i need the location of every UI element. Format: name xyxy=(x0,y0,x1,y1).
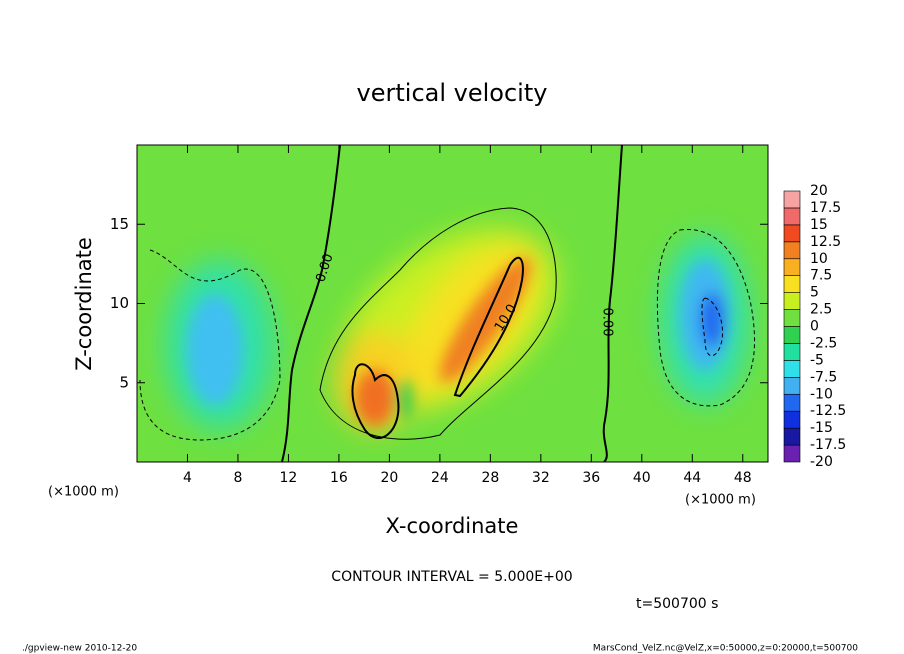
colorbar-label: -20 xyxy=(810,454,833,470)
x-tick-label: 16 xyxy=(330,470,348,486)
contour-line xyxy=(351,363,400,440)
chart-title: vertical velocity xyxy=(357,79,548,107)
x-tick-label: 28 xyxy=(481,470,499,486)
y-tick-label: 15 xyxy=(110,215,129,233)
colorbar-label: 15 xyxy=(810,217,828,233)
colorbar-label: 0 xyxy=(810,319,819,335)
colorbar-label: -15 xyxy=(810,420,833,436)
colorbar-label: 17.5 xyxy=(810,200,841,216)
colorbar-label: -7.5 xyxy=(810,369,837,385)
colorbar-label: -5 xyxy=(810,352,824,368)
x-tick-label: 20 xyxy=(380,470,398,486)
colorbar-label: -2.5 xyxy=(810,335,837,351)
contour-line xyxy=(602,145,623,462)
contour-line xyxy=(656,229,755,407)
x-tick-label: 12 xyxy=(280,470,298,486)
y-axis-label: Z-coordinate xyxy=(72,237,96,371)
contour-line xyxy=(319,207,557,440)
contour-label: 0.00 xyxy=(600,308,615,337)
colorbar-label: 20 xyxy=(810,183,828,199)
colorbar-box xyxy=(783,410,801,429)
colorbar-label: 5 xyxy=(810,285,819,301)
time-label: t=500700 s xyxy=(636,596,718,612)
colorbar-box xyxy=(783,292,801,310)
x-tick-label: 44 xyxy=(683,470,701,486)
y-tick-label: 10 xyxy=(110,294,129,312)
colorbar-box xyxy=(783,275,801,293)
x-tick-label: 32 xyxy=(532,470,550,486)
colorbar-label: -17.5 xyxy=(810,437,846,453)
colorbar-box xyxy=(783,241,801,260)
colorbar-box xyxy=(783,224,801,243)
colorbar-box xyxy=(783,326,801,344)
contour-line xyxy=(281,145,341,462)
contour-line xyxy=(453,256,524,398)
colorbar-box xyxy=(783,207,801,226)
colorbar-label: -10 xyxy=(810,386,833,402)
x-tick-label: 36 xyxy=(582,470,600,486)
colorbar-box xyxy=(783,427,801,446)
colorbar-label: 2.5 xyxy=(810,302,832,318)
y-tick-label: 5 xyxy=(119,373,129,391)
colorbar-box xyxy=(783,444,801,463)
colorbar-box xyxy=(783,190,801,209)
colorbar-label: 12.5 xyxy=(810,234,841,250)
x-unit-label: (×1000 m) xyxy=(685,493,756,508)
colorbar-box xyxy=(783,258,801,276)
x-tick-label: 8 xyxy=(233,470,242,486)
x-tick-label: 4 xyxy=(183,470,192,486)
x-tick-label: 24 xyxy=(431,470,449,486)
contour-interval: CONTOUR INTERVAL = 5.000E+00 xyxy=(331,569,572,585)
contour-line xyxy=(701,297,724,357)
footer-right: MarsCond_VelZ.nc@VelZ,x=0:50000,z=0:2000… xyxy=(593,644,858,654)
colorbar-box xyxy=(783,393,801,412)
contour-line xyxy=(139,249,281,441)
field xyxy=(137,145,768,462)
x-unit-label: (×1000 m) xyxy=(48,485,119,500)
colorbar-box xyxy=(783,377,801,395)
x-axis-label: X-coordinate xyxy=(386,514,519,538)
colorbar-label: 7.5 xyxy=(810,268,832,284)
colorbar-box xyxy=(783,343,801,361)
colorbar-box xyxy=(783,309,801,327)
x-tick-label: 48 xyxy=(734,470,752,486)
footer-left: ./gpview-new 2010-12-20 xyxy=(22,644,137,654)
colorbar-box xyxy=(783,360,801,378)
colorbar-label: -12.5 xyxy=(810,403,846,419)
x-tick-label: 40 xyxy=(633,470,651,486)
colorbar-label: 10 xyxy=(810,251,828,267)
